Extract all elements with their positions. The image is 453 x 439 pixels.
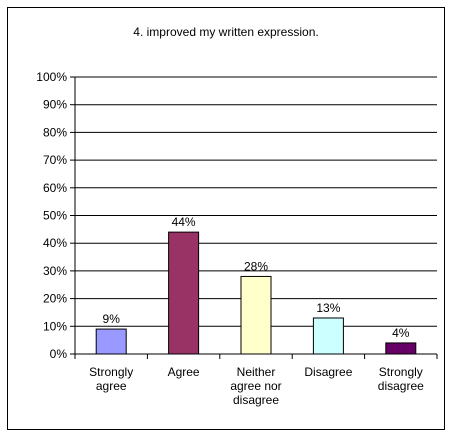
bar [385,342,417,355]
bar [95,328,127,355]
y-tick-label: 20% [43,292,67,306]
y-axis-ticks: 0% 10% 20% 30% 40% 50% 60% 70% 80% 90% 100% [36,70,75,361]
chart-title: 4. improved my written expression. [133,25,318,39]
y-tick-label: 80% [43,125,67,139]
y-tick-label: 30% [43,264,67,278]
data-label: 9% [103,312,121,326]
y-tick-label: 70% [43,153,67,167]
x-category-label: Agree [168,365,200,379]
x-category-label: Disagree [304,365,352,379]
gridlines [75,76,437,327]
y-tick-label: 50% [43,209,67,223]
data-labels: 9% 44% 28% 13% 4% [103,215,410,340]
bar [240,275,272,355]
bars [95,231,417,355]
data-label: 44% [172,215,196,229]
x-axis-categories: Strongly agree Agree Neither agree nor disagr… [74,354,438,407]
y-tick-label: 100% [36,70,67,84]
data-label: 28% [244,259,268,273]
y-tick-label: 0% [50,347,68,361]
y-tick-label: 60% [43,181,67,195]
x-category-label: Strongly agree [89,365,133,393]
bar [168,231,200,355]
data-label: 13% [316,301,340,315]
y-tick-label: 10% [43,319,67,333]
y-tick-label: 40% [43,236,67,250]
y-tick-label: 90% [43,98,67,112]
data-label: 4% [392,326,410,340]
x-category-label: Strongly disagree [378,365,424,393]
bar [312,317,344,355]
x-category-label: Neither agree nor disagree [230,365,281,407]
